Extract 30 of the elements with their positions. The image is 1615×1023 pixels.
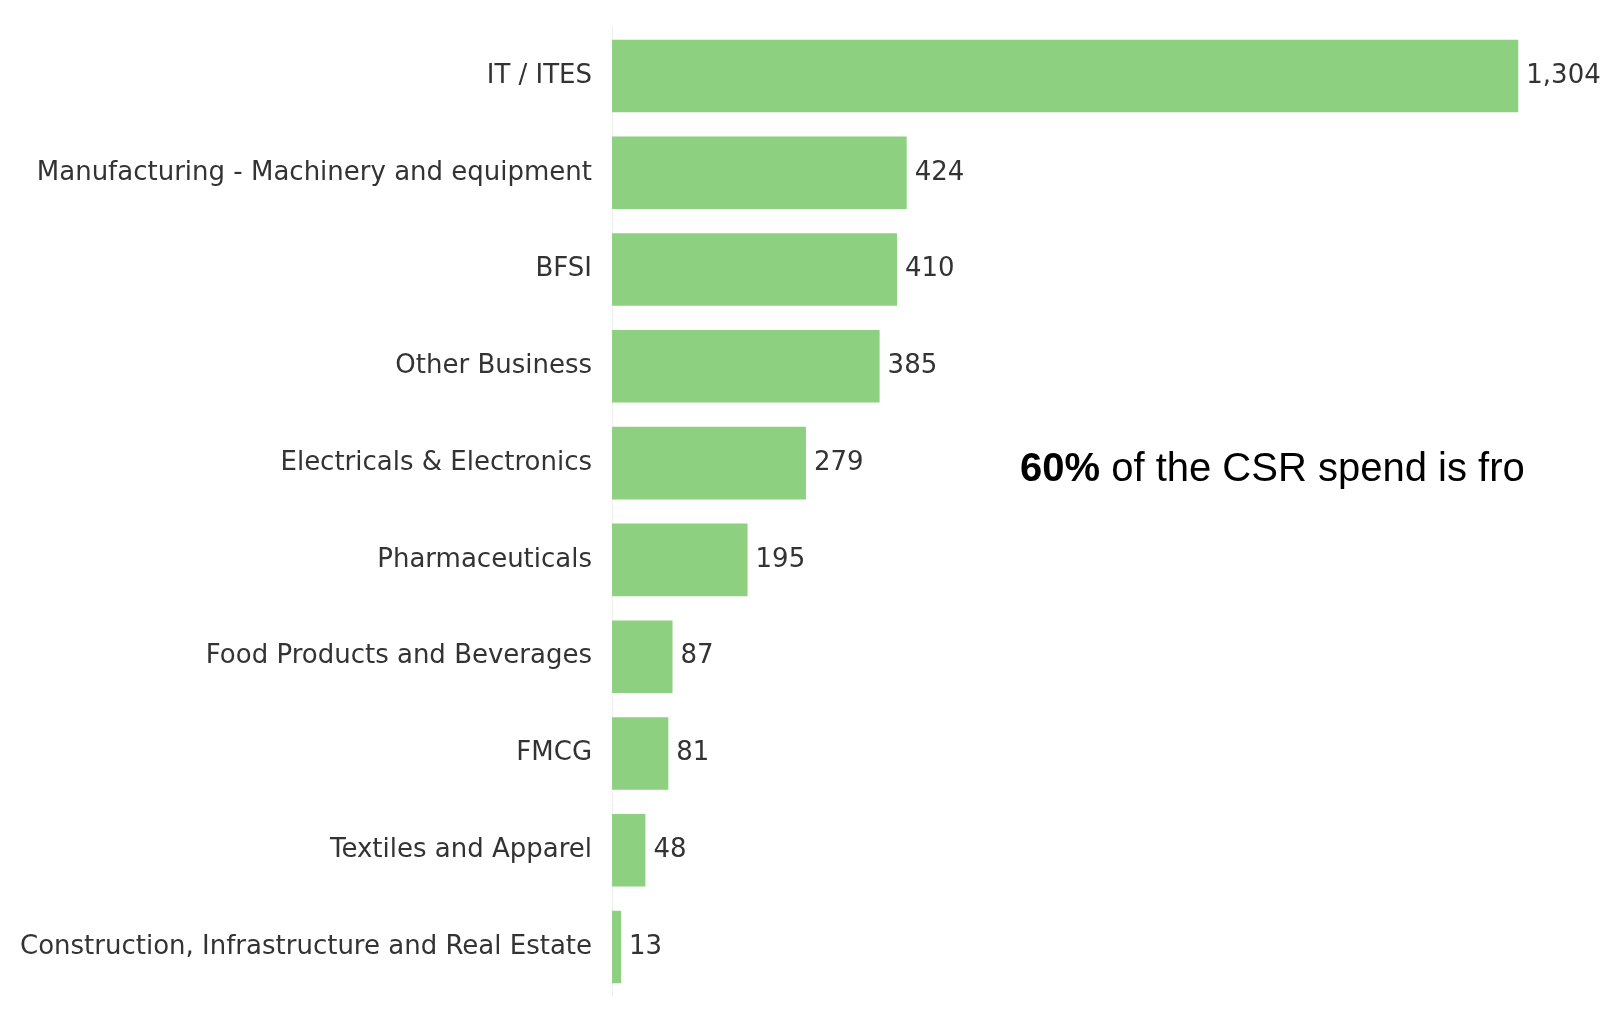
data-label: 410 — [904, 252, 955, 283]
bar — [612, 717, 669, 790]
data-label: 195 — [755, 542, 806, 573]
bar — [612, 39, 1519, 113]
data-label: 81 — [676, 736, 710, 767]
data-label: 279 — [813, 445, 864, 476]
y-tick-label: BFSI — [535, 252, 593, 283]
bar — [612, 426, 806, 500]
bar — [612, 620, 673, 693]
data-label: 13 — [629, 929, 663, 960]
bar — [612, 813, 646, 887]
data-label: 48 — [653, 832, 687, 863]
data-label: 1,304 — [1526, 58, 1601, 89]
annotation: 60% of the CSR spend is fro — [1020, 445, 1525, 490]
y-tick-label: Textiles and Apparel — [328, 832, 593, 863]
bar — [612, 523, 748, 597]
data-label: 385 — [887, 349, 938, 380]
data-label: 424 — [914, 155, 965, 186]
bar — [612, 233, 897, 306]
bar — [612, 330, 880, 403]
y-tick-label: Manufacturing - Machinery and equipment — [36, 155, 593, 186]
y-tick-label: Other Business — [395, 349, 593, 380]
y-tick-label: Pharmaceuticals — [377, 542, 593, 573]
bar — [612, 136, 907, 210]
y-tick-label: Construction, Infrastructure and Real Estate — [19, 929, 593, 960]
y-tick-label: Food Products and Beverages — [205, 639, 593, 670]
y-tick-label: IT / ITES — [486, 58, 593, 89]
y-tick-label: Electricals & Electronics — [280, 445, 593, 476]
y-tick-label: FMCG — [516, 736, 593, 767]
data-label: 87 — [680, 639, 714, 670]
